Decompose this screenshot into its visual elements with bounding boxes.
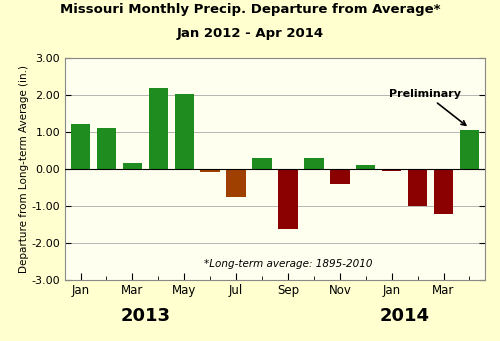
Bar bbox=[382, 169, 402, 170]
Text: Jan 2012 - Apr 2014: Jan 2012 - Apr 2014 bbox=[176, 27, 324, 40]
Bar bbox=[330, 169, 349, 183]
Y-axis label: Departure from Long-term Average (in.): Departure from Long-term Average (in.) bbox=[18, 65, 28, 273]
Bar bbox=[71, 124, 90, 169]
Bar bbox=[460, 130, 479, 169]
Text: 2013: 2013 bbox=[120, 307, 170, 325]
Bar bbox=[434, 169, 453, 214]
Bar bbox=[200, 169, 220, 173]
Bar bbox=[304, 158, 324, 169]
Bar bbox=[97, 128, 116, 169]
Bar bbox=[226, 169, 246, 196]
Bar bbox=[278, 169, 297, 228]
Bar bbox=[356, 165, 376, 169]
Text: *Long-term average: 1895-2010: *Long-term average: 1895-2010 bbox=[204, 258, 372, 269]
Bar bbox=[252, 158, 272, 169]
Text: Missouri Monthly Precip. Departure from Average*: Missouri Monthly Precip. Departure from … bbox=[60, 3, 440, 16]
Text: Preliminary: Preliminary bbox=[390, 89, 466, 125]
Bar bbox=[148, 88, 168, 169]
Bar bbox=[122, 163, 142, 169]
Bar bbox=[408, 169, 428, 206]
Bar bbox=[174, 94, 194, 169]
Text: 2014: 2014 bbox=[380, 307, 430, 325]
